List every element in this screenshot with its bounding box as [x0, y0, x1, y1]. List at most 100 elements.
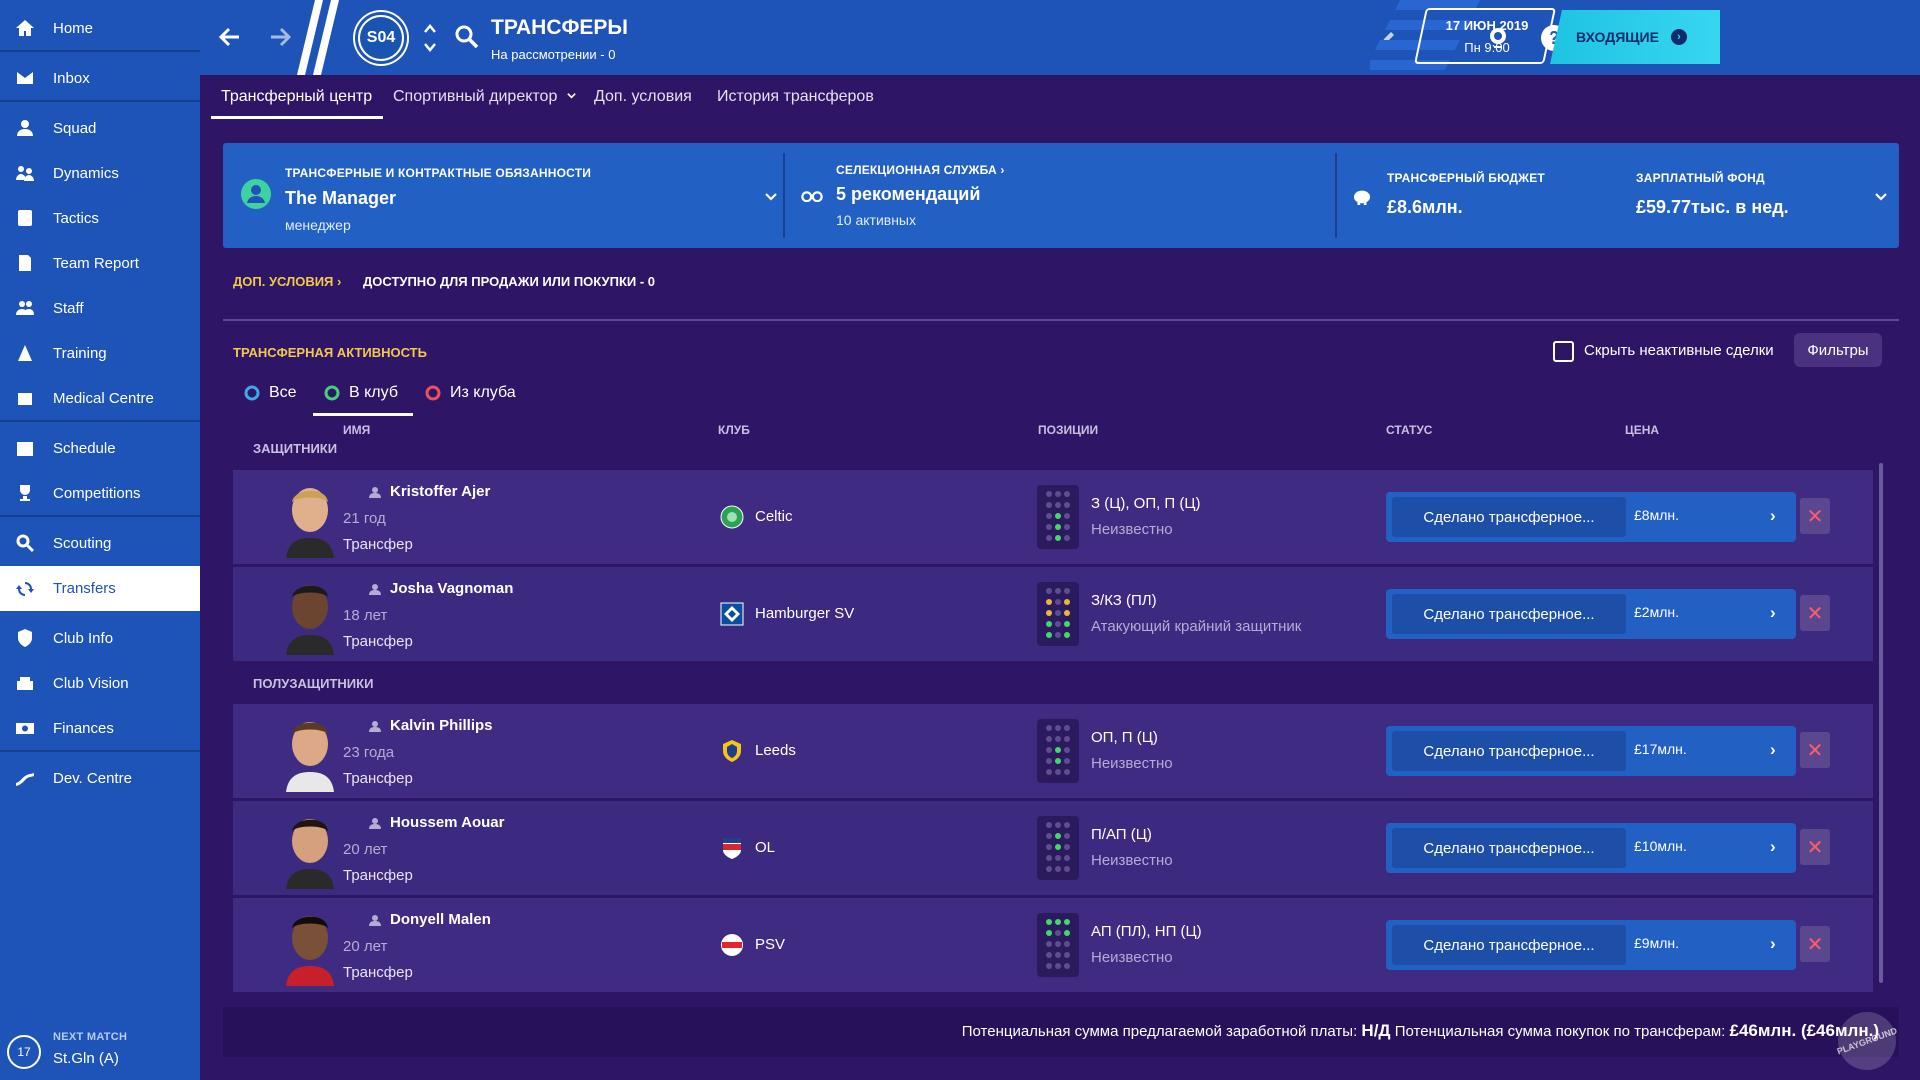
club-crest[interactable]: S04	[355, 12, 407, 64]
sidebar-item-dev-centre[interactable]: Dev. Centre	[0, 758, 200, 798]
active-subtab-indicator	[313, 413, 413, 416]
column-header-name[interactable]: ИМЯ	[343, 423, 371, 437]
deal-status-button[interactable]: Сделано трансферное... £8млн. ›	[1386, 492, 1796, 542]
sidebar-item-schedule[interactable]: Schedule	[0, 428, 200, 468]
deal-status-button[interactable]: Сделано трансферное... £9млн. ›	[1386, 920, 1796, 970]
club-switch-arrows-icon[interactable]	[422, 20, 438, 56]
filters-button[interactable]: Фильтры	[1794, 333, 1882, 367]
sidebar-item-medical-centre[interactable]: Medical Centre	[0, 378, 200, 418]
column-header-positions[interactable]: ПОЗИЦИИ	[1038, 423, 1099, 437]
forward-button[interactable]	[265, 22, 295, 52]
wage-budget-label: ЗАРПЛАТНЫЙ ФОНД	[1636, 171, 1765, 185]
panel-divider	[1335, 153, 1337, 238]
club-name-link[interactable]: Hamburger SV	[755, 605, 855, 622]
deal-type: Трансфер	[343, 633, 413, 650]
subtab-outgoing[interactable]: Из клуба	[424, 384, 516, 402]
club-name-link[interactable]: Celtic	[755, 508, 793, 525]
tab-additional-clauses[interactable]: Доп. условия	[594, 88, 692, 105]
player-name-link[interactable]: Kalvin Phillips	[368, 717, 493, 734]
chevron-down-icon[interactable]	[764, 189, 778, 203]
player-name-link[interactable]: Donyell Malen	[368, 911, 491, 928]
deal-status-button[interactable]: Сделано трансферное... £10млн. ›	[1386, 823, 1796, 873]
player-name-link[interactable]: Houssem Aouar	[368, 814, 504, 831]
sidebar-item-club-vision[interactable]: Club Vision	[0, 663, 200, 703]
sidebar-item-staff[interactable]: Staff	[0, 288, 200, 328]
tab-director-of-football[interactable]: Спортивный директор	[393, 88, 577, 106]
tab-transfer-centre[interactable]: Трансферный центр	[221, 88, 373, 105]
inbox-continue-button[interactable]: ВХОДЯЩИЕ ›	[1550, 10, 1720, 64]
chevron-right-icon: ›	[1770, 506, 1776, 525]
table-row[interactable]: Josha Vagnoman 18 лет Трансфер Hamburger…	[233, 567, 1873, 661]
tab-transfer-history[interactable]: История трансферов	[717, 88, 874, 105]
next-match[interactable]: 17 NEXT MATCH St.Gln (A)	[0, 1020, 200, 1080]
player-name: Josha Vagnoman	[390, 580, 514, 597]
player-name: Houssem Aouar	[390, 814, 505, 831]
chevron-down-icon[interactable]	[1874, 189, 1888, 203]
tab-bar: Трансферный центр Спортивный директор До…	[200, 75, 1920, 123]
sidebar-item-label: Club Vision	[53, 674, 129, 692]
sidebar-divider	[0, 515, 200, 517]
deal-status-button[interactable]: Сделано трансферное... £2млн. ›	[1386, 589, 1796, 639]
cancel-deal-button[interactable]: ✕	[1800, 829, 1830, 865]
cancel-deal-button[interactable]: ✕	[1800, 498, 1830, 534]
player-name-link[interactable]: Kristoffer Ajer	[368, 483, 490, 500]
table-row[interactable]: Kalvin Phillips 23 года Трансфер Leeds О…	[233, 704, 1873, 798]
potential-fee-label: Потенциальная сумма покупок по трансфера…	[1394, 1023, 1726, 1040]
sidebar-item-label: Transfers	[53, 580, 116, 597]
club-name-link[interactable]: PSV	[755, 936, 786, 953]
date-box[interactable]	[1414, 8, 1556, 64]
player-profile-icon	[369, 914, 381, 926]
sidebar-item-label: Staff	[53, 299, 84, 317]
deal-status: Сделано трансферное...	[1392, 828, 1626, 868]
player-photo	[286, 585, 334, 655]
additional-clauses-link[interactable]: ДОП. УСЛОВИЯ ›	[233, 274, 341, 289]
table-row[interactable]: Donyell Malen 20 лет Трансфер PSV АП (ПЛ…	[233, 898, 1873, 992]
sidebar-item-competitions[interactable]: Competitions	[0, 473, 200, 513]
deal-price: £9млн.	[1634, 935, 1679, 951]
sidebar-item-training[interactable]: Training	[0, 333, 200, 373]
section-divider	[223, 319, 1899, 321]
sidebar-item-inbox[interactable]: Inbox	[0, 58, 200, 98]
deal-type: Трансфер	[343, 770, 413, 787]
column-header-club[interactable]: КЛУБ	[718, 423, 750, 437]
column-header-status[interactable]: СТАТУС	[1386, 423, 1433, 437]
back-button[interactable]	[215, 22, 245, 52]
sidebar-item-club-info[interactable]: Club Info	[0, 618, 200, 658]
sidebar-item-transfers[interactable]: Transfers	[0, 566, 200, 611]
scouting-recommendations[interactable]: 5 рекомендаций	[836, 184, 981, 204]
table-row[interactable]: Houssem Aouar 20 лет Трансфер OL П/АП (Ц…	[233, 801, 1873, 895]
sidebar-item-tactics[interactable]: Tactics	[0, 198, 200, 238]
club-name-link[interactable]: OL	[755, 839, 776, 856]
deal-status-button[interactable]: Сделано трансферное... £17млн. ›	[1386, 726, 1796, 776]
sidebar-item-scouting[interactable]: Scouting	[0, 523, 200, 563]
cancel-deal-button[interactable]: ✕	[1800, 732, 1830, 768]
search-icon[interactable]	[454, 24, 480, 50]
table-row[interactable]: Kristoffer Ajer 21 год Трансфер Celtic З…	[233, 470, 1873, 564]
player-name-link[interactable]: Josha Vagnoman	[368, 580, 513, 597]
club-name-link[interactable]: Leeds	[755, 742, 796, 759]
scouting-link[interactable]: СЕЛЕКЦИОННАЯ СЛУЖБА ›	[836, 163, 1005, 177]
sidebar-item-label: Dev. Centre	[53, 769, 132, 787]
column-header-price[interactable]: ЦЕНА	[1625, 423, 1660, 437]
sidebar-item-dynamics[interactable]: Dynamics	[0, 153, 200, 193]
sidebar-item-home[interactable]: Home	[0, 8, 200, 48]
subtab-all[interactable]: Все	[243, 384, 297, 402]
inbox-button-label: ВХОДЯЩИЕ	[1576, 29, 1659, 45]
cancel-deal-button[interactable]: ✕	[1800, 595, 1830, 631]
table-scrollbar[interactable]	[1879, 463, 1883, 983]
hide-inactive-checkbox[interactable]	[1553, 341, 1574, 362]
sidebar-item-team-report[interactable]: Team Report	[0, 243, 200, 283]
sidebar-item-finances[interactable]: Finances	[0, 708, 200, 748]
transfer-cycle-icon	[244, 385, 260, 401]
world-icon[interactable]	[1482, 22, 1514, 54]
deal-status: Сделано трансферное...	[1392, 594, 1626, 634]
responsibilities-value[interactable]: The Manager	[285, 188, 397, 208]
cancel-deal-button[interactable]: ✕	[1800, 926, 1830, 962]
sidebar-item-label: Tactics	[53, 209, 99, 227]
sidebar-item-squad[interactable]: Squad	[0, 108, 200, 148]
tab-label: Спортивный директор	[393, 88, 558, 105]
hide-inactive-label[interactable]: Скрыть неактивные сделки	[1584, 342, 1774, 359]
active-tab-indicator	[211, 116, 383, 119]
deal-price: £10млн.	[1634, 838, 1687, 854]
subtab-incoming[interactable]: В клуб	[323, 384, 398, 402]
